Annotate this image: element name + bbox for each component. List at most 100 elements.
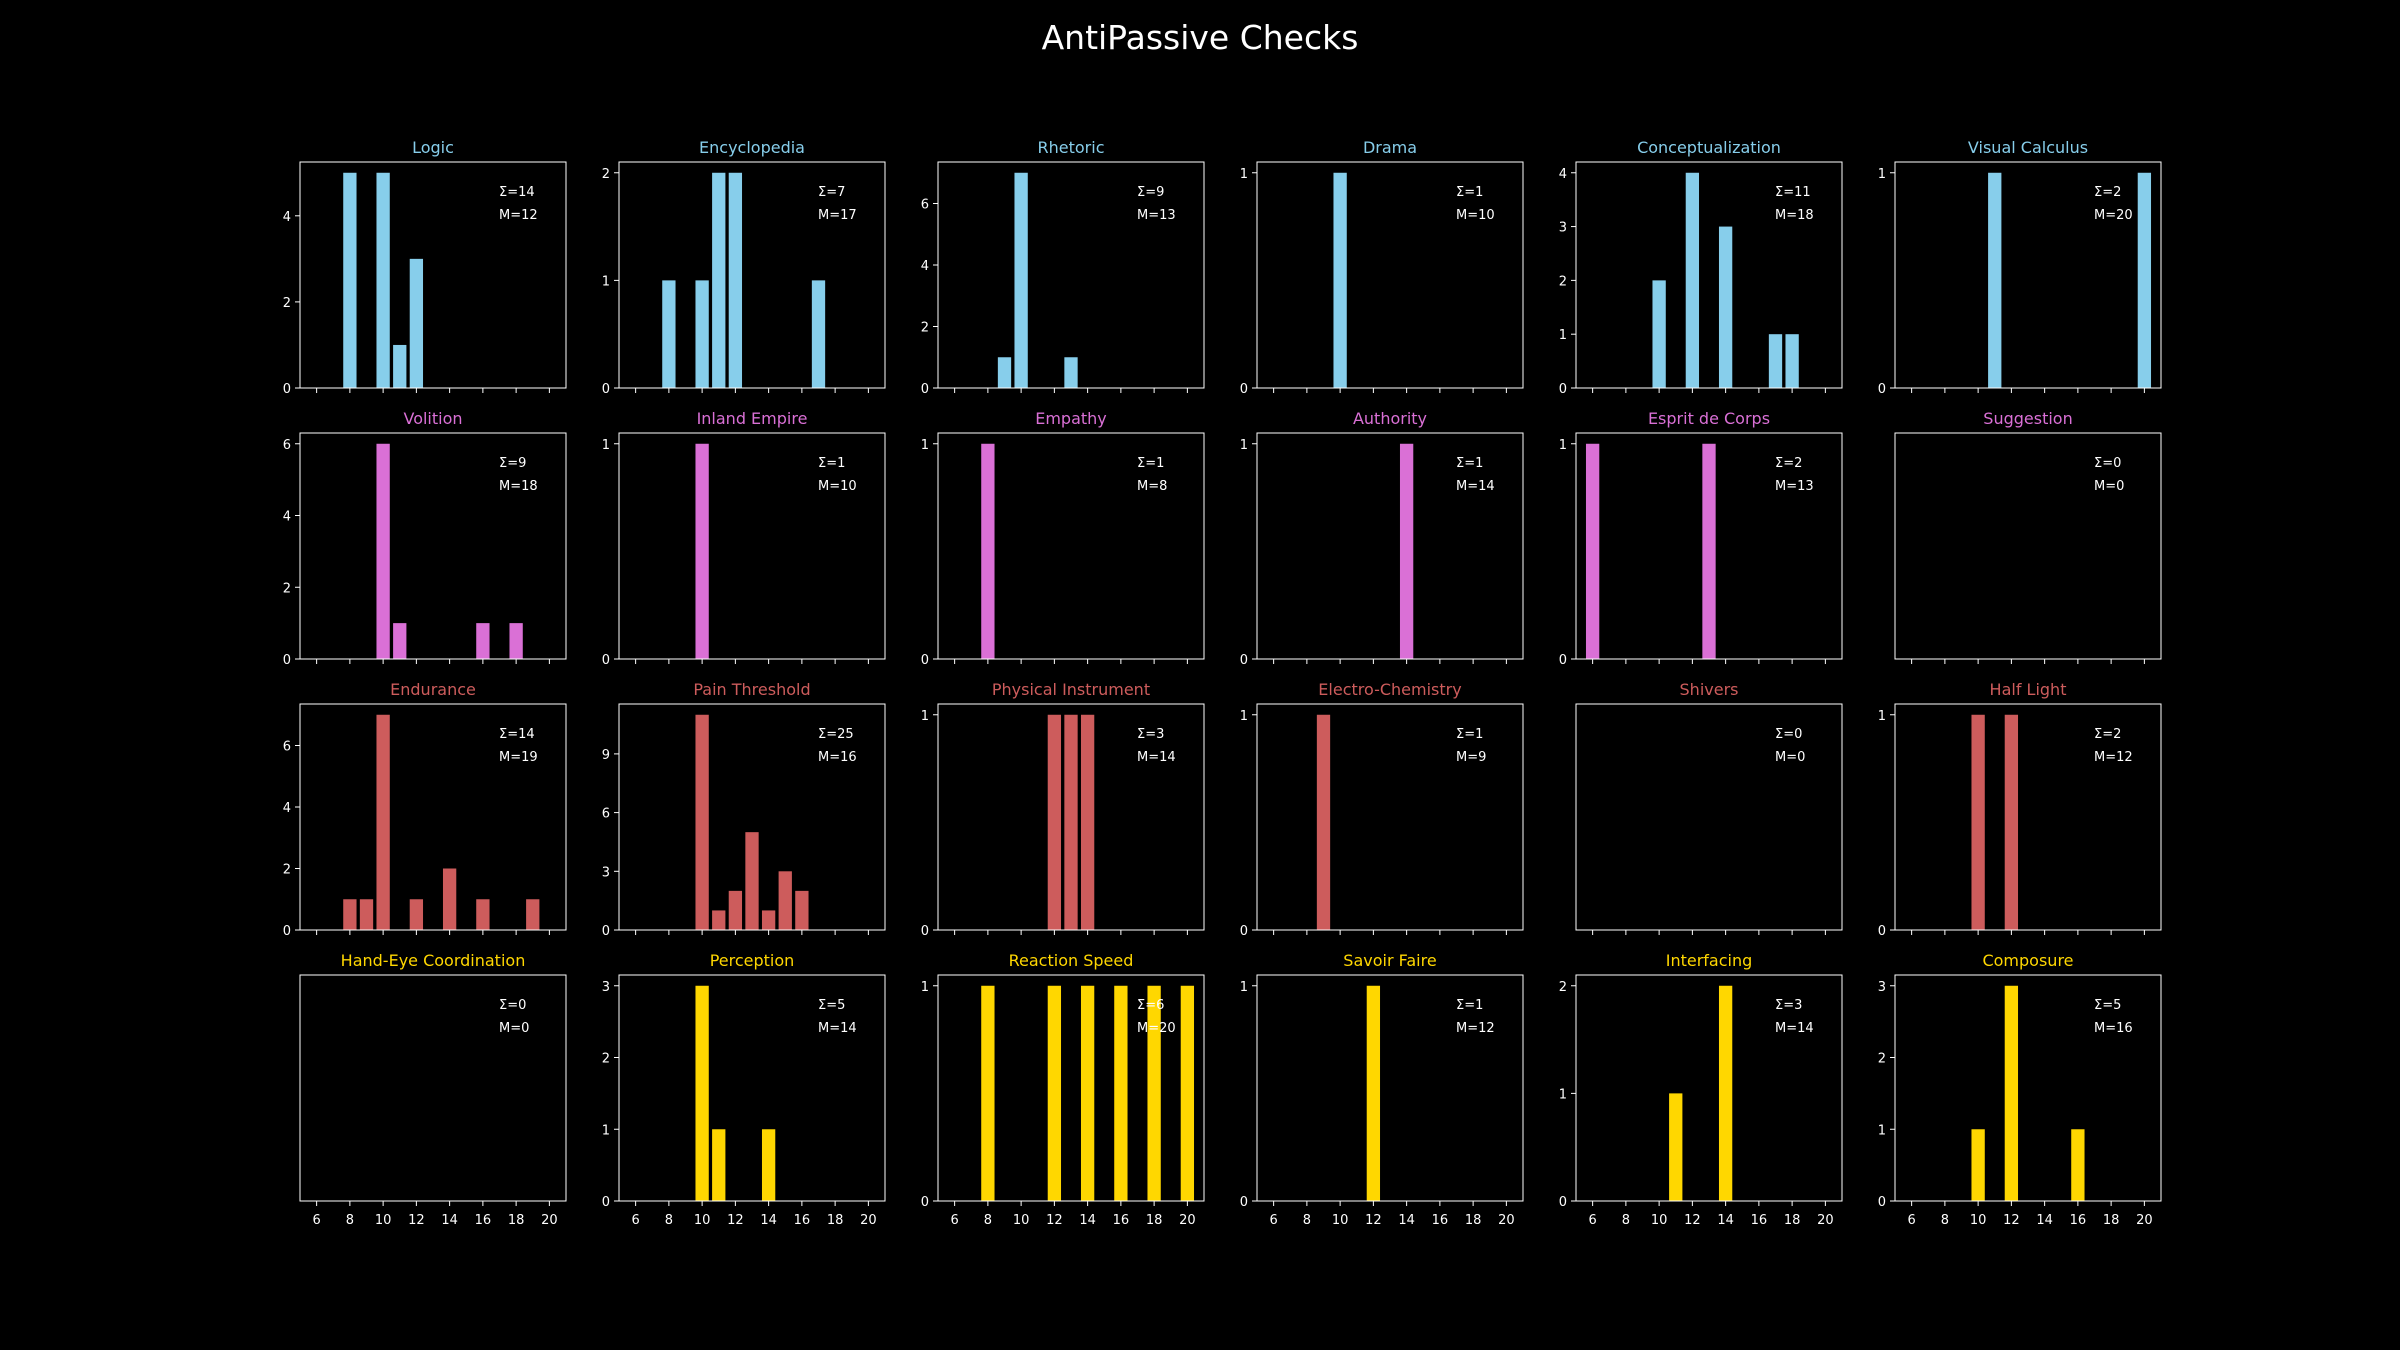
- sum-label: Σ=9: [1137, 185, 1164, 200]
- y-tick-label: 0: [1240, 382, 1248, 397]
- x-tick-label: 14: [760, 1213, 777, 1228]
- y-tick-label: 1: [921, 709, 929, 724]
- sum-label: Σ=6: [1137, 998, 1164, 1013]
- axes-frame: [1256, 974, 1524, 1202]
- y-tick-label: 2: [921, 321, 929, 336]
- y-tick-label: 1: [1240, 709, 1248, 724]
- x-tick-label: 6: [1907, 1213, 1915, 1228]
- bar: [1114, 985, 1128, 1201]
- x-tick-label: 8: [1303, 1213, 1311, 1228]
- y-tick-label: 0: [283, 382, 291, 397]
- bar: [728, 890, 743, 930]
- bar: [409, 899, 424, 930]
- bar: [343, 172, 357, 388]
- subplot-rhetoric: Rhetoric 0 2 4 6 Σ=9 M=13: [921, 138, 1205, 397]
- max-label: M=17: [818, 208, 857, 223]
- bar: [778, 871, 792, 930]
- bar: [393, 623, 407, 659]
- bar: [442, 868, 457, 930]
- bar: [695, 443, 709, 659]
- sum-label: Σ=2: [2094, 727, 2121, 742]
- x-tick-label: 8: [1622, 1213, 1630, 1228]
- subplot-title: Hand-Eye Coordination: [341, 951, 526, 970]
- y-tick-label: 0: [1559, 1195, 1567, 1210]
- y-tick-label: 2: [283, 296, 291, 311]
- x-tick-label: 10: [1013, 1213, 1030, 1228]
- y-tick-label: 3: [1559, 221, 1567, 236]
- bar: [997, 357, 1012, 388]
- axes-frame: [1575, 161, 1843, 389]
- sum-label: Σ=1: [1456, 185, 1483, 200]
- max-label: M=9: [1456, 750, 1486, 765]
- bar: [476, 899, 490, 930]
- max-label: M=0: [499, 1021, 529, 1036]
- x-tick-label: 16: [1751, 1213, 1768, 1228]
- axes-frame: [937, 432, 1205, 660]
- subplot-title: Endurance: [390, 680, 476, 699]
- y-tick-label: 0: [602, 382, 610, 397]
- y-tick-label: 1: [1878, 1123, 1886, 1138]
- sum-label: Σ=9: [499, 456, 526, 471]
- bar: [761, 910, 776, 930]
- x-tick-label: 20: [1498, 1213, 1515, 1228]
- subplot-title: Esprit de Corps: [1648, 409, 1770, 428]
- axes-frame: [299, 974, 567, 1202]
- sum-label: Σ=1: [1456, 998, 1483, 1013]
- x-tick-label: 12: [727, 1213, 744, 1228]
- y-tick-label: 2: [283, 581, 291, 596]
- y-tick-label: 4: [1559, 167, 1567, 182]
- axes-frame: [618, 703, 886, 931]
- bar: [1366, 985, 1381, 1201]
- max-label: M=18: [499, 479, 538, 494]
- bar: [1080, 714, 1095, 930]
- max-label: M=18: [1775, 208, 1814, 223]
- y-tick-label: 2: [283, 863, 291, 878]
- y-tick-label: 0: [602, 653, 610, 668]
- x-tick-label: 20: [1179, 1213, 1196, 1228]
- subplot-title: Authority: [1353, 409, 1427, 428]
- x-tick-label: 10: [1332, 1213, 1349, 1228]
- y-tick-label: 0: [1240, 653, 1248, 668]
- bar: [1971, 714, 1985, 930]
- axes-frame: [1256, 703, 1524, 931]
- bar: [409, 258, 424, 388]
- y-tick-label: 2: [602, 1052, 610, 1067]
- subplot-logic: Logic 0 2 4 Σ=14 M=12: [283, 138, 567, 397]
- bar: [1702, 443, 1716, 659]
- x-tick-label: 6: [950, 1213, 958, 1228]
- subplot-authority: Authority 0 1 Σ=1 M=14: [1240, 409, 1524, 668]
- max-label: M=0: [1775, 750, 1805, 765]
- x-tick-label: 18: [2103, 1213, 2120, 1228]
- x-tick-label: 18: [827, 1213, 844, 1228]
- y-tick-label: 0: [602, 924, 610, 939]
- y-tick-label: 0: [283, 924, 291, 939]
- y-tick-label: 3: [602, 865, 610, 880]
- x-tick-label: 20: [2136, 1213, 2153, 1228]
- axes-frame: [1575, 432, 1843, 660]
- max-label: M=14: [1456, 479, 1495, 494]
- x-tick-label: 18: [1465, 1213, 1482, 1228]
- subplot-title: Conceptualization: [1637, 138, 1781, 157]
- y-tick-label: 6: [283, 740, 291, 755]
- y-tick-label: 0: [602, 1195, 610, 1210]
- y-tick-label: 4: [283, 510, 291, 525]
- max-label: M=12: [2094, 750, 2133, 765]
- axes-frame: [1894, 703, 2162, 931]
- axes-frame: [299, 161, 567, 389]
- bar: [343, 899, 357, 930]
- subplot-endurance: Endurance 0 2 4 6 Σ=14 M=19: [283, 680, 567, 939]
- max-label: M=10: [1456, 208, 1495, 223]
- subplot-title: Logic: [412, 138, 454, 157]
- y-tick-label: 6: [602, 807, 610, 822]
- bar: [2071, 1129, 2085, 1201]
- subplot-title: Savoir Faire: [1343, 951, 1436, 970]
- y-tick-label: 1: [921, 438, 929, 453]
- bar: [376, 714, 390, 930]
- bar: [1047, 714, 1062, 930]
- max-label: M=16: [2094, 1021, 2133, 1036]
- y-tick-label: 0: [1878, 1195, 1886, 1210]
- y-tick-label: 0: [921, 1195, 929, 1210]
- bar: [1316, 714, 1331, 930]
- bar: [2004, 985, 2019, 1201]
- x-tick-label: 20: [1817, 1213, 1834, 1228]
